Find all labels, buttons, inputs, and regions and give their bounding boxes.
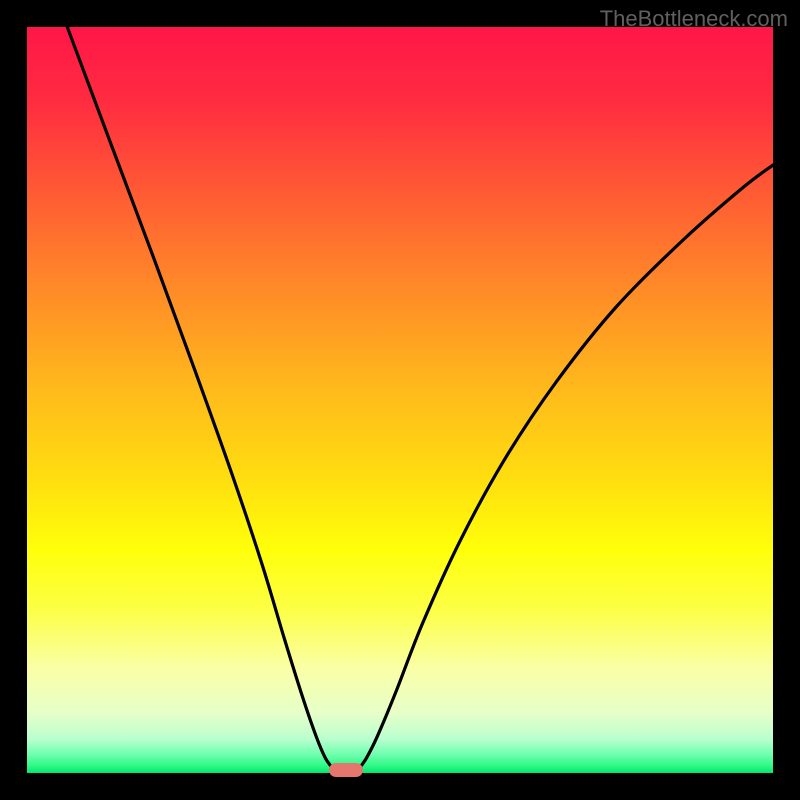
bottleneck-curve [27, 27, 773, 773]
watermark-text: TheBottleneck.com [600, 6, 788, 32]
plot-area [27, 27, 773, 773]
optimal-point-marker [329, 763, 363, 777]
chart-container: TheBottleneck.com [0, 0, 800, 800]
